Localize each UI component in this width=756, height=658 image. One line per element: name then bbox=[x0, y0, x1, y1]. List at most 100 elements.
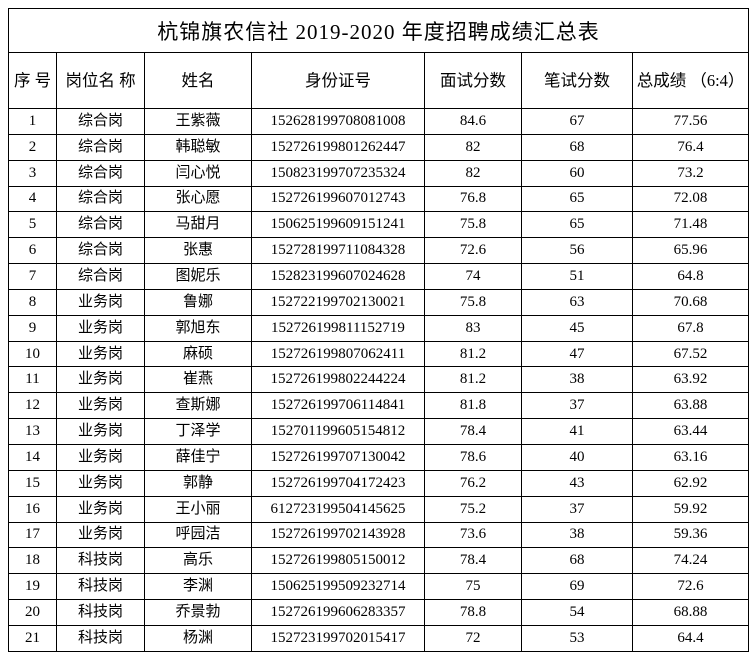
cell-id-number: 612723199504145625 bbox=[251, 495, 425, 523]
header-name: 姓名 bbox=[144, 52, 252, 109]
table-row: 21 科技岗 杨渊 152723199702015417 72 53 64.4 bbox=[8, 624, 750, 652]
cell-index: 16 bbox=[8, 495, 57, 523]
cell-interview-score: 76.8 bbox=[424, 185, 522, 213]
title-row: 杭锦旗农信社 2019-2020 年度招聘成绩汇总表 bbox=[7, 8, 750, 53]
table-row: 12 业务岗 查斯娜 152726199706114841 81.8 37 63.88 bbox=[8, 392, 750, 420]
header-index: 序 号 bbox=[8, 52, 57, 109]
cell-written-score: 38 bbox=[521, 366, 633, 394]
cell-position: 科技岗 bbox=[56, 624, 145, 652]
cell-id-number: 152726199702143928 bbox=[251, 521, 425, 549]
cell-written-score: 51 bbox=[521, 263, 633, 290]
cell-id-number: 152726199801262447 bbox=[251, 133, 425, 161]
cell-index: 12 bbox=[8, 392, 57, 420]
cell-name: 张心愿 bbox=[144, 185, 252, 213]
cell-id-number: 152726199811152719 bbox=[251, 314, 425, 342]
cell-interview-score: 78.6 bbox=[424, 443, 522, 471]
cell-position: 业务岗 bbox=[56, 340, 145, 368]
cell-written-score: 69 bbox=[521, 573, 633, 601]
cell-position: 综合岗 bbox=[56, 108, 145, 135]
cell-position: 业务岗 bbox=[56, 314, 145, 342]
cell-id-number: 152726199802244224 bbox=[251, 366, 425, 394]
cell-index: 20 bbox=[8, 599, 57, 626]
cell-index: 14 bbox=[8, 443, 57, 471]
cell-id-number: 152726199607012743 bbox=[251, 185, 425, 213]
cell-name: 杨渊 bbox=[144, 624, 252, 652]
cell-interview-score: 75 bbox=[424, 573, 522, 601]
header-written-score: 笔试分数 bbox=[521, 52, 633, 109]
cell-total-score: 64.8 bbox=[631, 263, 750, 290]
cell-index: 17 bbox=[8, 521, 57, 549]
cell-written-score: 37 bbox=[521, 495, 633, 523]
cell-id-number: 152726199606283357 bbox=[251, 599, 425, 626]
cell-interview-score: 76.2 bbox=[424, 469, 522, 497]
cell-index: 8 bbox=[8, 288, 57, 316]
cell-id-number: 152726199707130042 bbox=[251, 443, 425, 471]
cell-index: 11 bbox=[8, 366, 57, 394]
table-row: 19 科技岗 李渊 150625199509232714 75 69 72.6 bbox=[8, 573, 750, 601]
cell-total-score: 63.44 bbox=[631, 418, 750, 445]
cell-total-score: 65.96 bbox=[631, 237, 750, 265]
cell-name: 丁泽学 bbox=[144, 418, 252, 445]
cell-total-score: 70.68 bbox=[631, 288, 750, 316]
cell-name: 麻硕 bbox=[144, 340, 252, 368]
cell-written-score: 56 bbox=[521, 237, 633, 265]
cell-position: 科技岗 bbox=[56, 573, 145, 601]
cell-index: 4 bbox=[8, 185, 57, 213]
cell-interview-score: 73.6 bbox=[424, 521, 522, 549]
score-table-body: 1 综合岗 王紫薇 152628199708081008 84.6 67 77.56 2 综合岗… bbox=[8, 108, 750, 652]
cell-total-score: 63.88 bbox=[631, 392, 750, 420]
cell-total-score: 59.92 bbox=[631, 495, 750, 523]
cell-total-score: 67.8 bbox=[631, 314, 750, 342]
cell-interview-score: 75.8 bbox=[424, 288, 522, 316]
cell-name: 薛佳宁 bbox=[144, 443, 252, 471]
cell-name: 乔景勃 bbox=[144, 599, 252, 626]
cell-position: 科技岗 bbox=[56, 547, 145, 575]
cell-written-score: 47 bbox=[521, 340, 633, 368]
cell-interview-score: 82 bbox=[424, 159, 522, 187]
cell-position: 业务岗 bbox=[56, 418, 145, 445]
cell-id-number: 152726199805150012 bbox=[251, 547, 425, 575]
table-row: 17 业务岗 呼园洁 152726199702143928 73.6 38 59.36 bbox=[8, 521, 750, 549]
table-row: 11 业务岗 崔燕 152726199802244224 81.2 38 63.92 bbox=[8, 366, 750, 394]
cell-written-score: 37 bbox=[521, 392, 633, 420]
cell-position: 综合岗 bbox=[56, 185, 145, 213]
cell-total-score: 72.6 bbox=[631, 573, 750, 601]
cell-total-score: 63.16 bbox=[631, 443, 750, 471]
cell-name: 查斯娜 bbox=[144, 392, 252, 420]
cell-interview-score: 81.2 bbox=[424, 366, 522, 394]
cell-written-score: 53 bbox=[521, 624, 633, 652]
table-row: 3 综合岗 闫心悦 150823199707235324 82 60 73.2 bbox=[8, 159, 750, 187]
table-title: 杭锦旗农信社 2019-2020 年度招聘成绩汇总表 bbox=[7, 8, 750, 53]
cell-name: 高乐 bbox=[144, 547, 252, 575]
cell-total-score: 68.88 bbox=[631, 599, 750, 626]
cell-total-score: 72.08 bbox=[631, 185, 750, 213]
cell-interview-score: 78.4 bbox=[424, 418, 522, 445]
cell-index: 19 bbox=[8, 573, 57, 601]
cell-index: 3 bbox=[8, 159, 57, 187]
cell-index: 15 bbox=[8, 469, 57, 497]
cell-interview-score: 84.6 bbox=[424, 108, 522, 135]
cell-position: 综合岗 bbox=[56, 263, 145, 290]
cell-position: 业务岗 bbox=[56, 495, 145, 523]
score-table-head: 杭锦旗农信社 2019-2020 年度招聘成绩汇总表 序 号 岗位名 称 姓名 … bbox=[7, 8, 750, 109]
table-row: 20 科技岗 乔景勃 152726199606283357 78.8 54 68.88 bbox=[8, 599, 750, 626]
cell-written-score: 40 bbox=[521, 443, 633, 471]
cell-name: 郭静 bbox=[144, 469, 252, 497]
table-row: 4 综合岗 张心愿 152726199607012743 76.8 65 72.08 bbox=[8, 185, 750, 213]
cell-index: 1 bbox=[8, 108, 57, 135]
cell-position: 科技岗 bbox=[56, 599, 145, 626]
cell-index: 10 bbox=[8, 340, 57, 368]
cell-total-score: 77.56 bbox=[631, 108, 750, 135]
cell-position: 综合岗 bbox=[56, 237, 145, 265]
score-table: 杭锦旗农信社 2019-2020 年度招聘成绩汇总表 序 号 岗位名 称 姓名 … bbox=[7, 8, 750, 652]
table-row: 2 综合岗 韩聪敏 152726199801262447 82 68 76.4 bbox=[8, 133, 750, 161]
cell-total-score: 73.2 bbox=[631, 159, 750, 187]
cell-total-score: 59.36 bbox=[631, 521, 750, 549]
cell-id-number: 152823199607024628 bbox=[251, 263, 425, 290]
cell-id-number: 152722199702130021 bbox=[251, 288, 425, 316]
cell-name: 马甜月 bbox=[144, 211, 252, 239]
cell-written-score: 63 bbox=[521, 288, 633, 316]
cell-name: 鲁娜 bbox=[144, 288, 252, 316]
cell-written-score: 60 bbox=[521, 159, 633, 187]
